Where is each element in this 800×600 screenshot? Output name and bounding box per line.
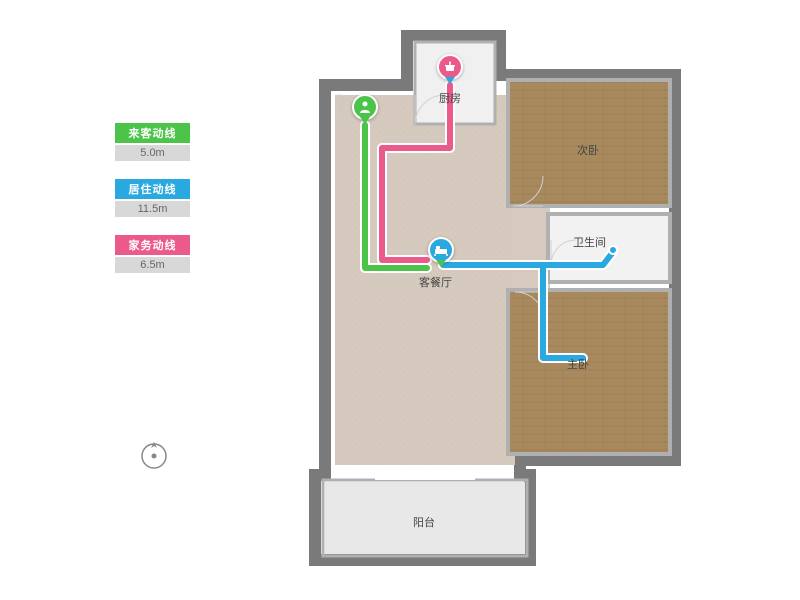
- bed-icon: [434, 243, 448, 257]
- legend-label-housework: 家务动线: [115, 235, 190, 255]
- living-marker: [428, 237, 454, 269]
- legend-label-living: 居住动线: [115, 179, 190, 199]
- balcony-floor: [325, 482, 525, 554]
- legend-value-housework: 6.5m: [115, 257, 190, 273]
- floorplan: 厨房 次卧 卫生间 客餐厅 主卧 阳台 .route-marker:nth-of…: [295, 30, 700, 585]
- legend-item-guest: 来客动线 5.0m: [115, 123, 190, 161]
- housework-marker: [437, 54, 463, 86]
- master-bedroom-floor: [510, 292, 668, 452]
- person-icon: [358, 100, 372, 114]
- legend-item-living: 居住动线 11.5m: [115, 179, 190, 217]
- legend-value-guest: 5.0m: [115, 145, 190, 161]
- living-route-endpoint: [609, 246, 617, 254]
- compass-icon: [138, 440, 170, 477]
- legend-item-housework: 家务动线 6.5m: [115, 235, 190, 273]
- legend-label-guest: 来客动线: [115, 123, 190, 143]
- pot-icon: [443, 60, 457, 74]
- route-legend: 来客动线 5.0m 居住动线 11.5m 家务动线 6.5m: [115, 123, 190, 291]
- secondary-bedroom-floor: [510, 82, 668, 204]
- legend-value-living: 11.5m: [115, 201, 190, 217]
- guest-marker: .route-marker:nth-of-type(1) .pin::after…: [352, 94, 378, 126]
